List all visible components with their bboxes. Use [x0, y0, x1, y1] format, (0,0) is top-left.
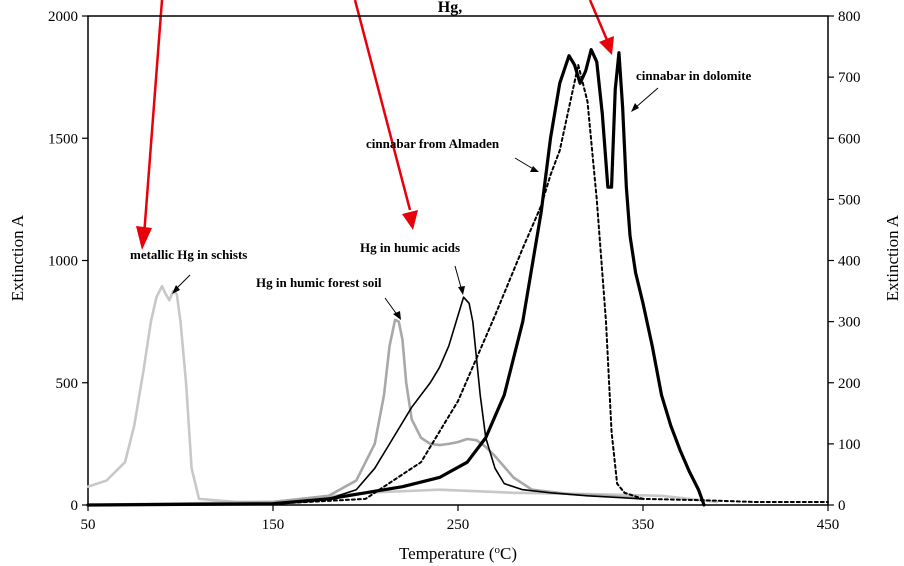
red-arrow-3 — [588, 0, 609, 41]
y-right-tick-label: 400 — [838, 254, 861, 270]
y-right-tick-label: 0 — [838, 498, 846, 514]
red-arrowhead-1 — [136, 226, 152, 250]
y-axis-right-title: Extinction A — [883, 214, 902, 301]
y-left-tick-label: 500 — [56, 376, 79, 392]
annotation-metallic: metallic Hg in schists — [130, 247, 247, 262]
y-right-tick-label: 600 — [838, 131, 861, 147]
x-tick-label: 350 — [632, 517, 655, 533]
series-line-dolomite — [86, 48, 706, 507]
series-layer — [86, 48, 829, 507]
y-right-tick-label: 500 — [838, 192, 861, 208]
x-axis-title-superscript: o — [495, 544, 501, 556]
annotation-dolomite-arrowhead — [631, 103, 639, 112]
red-arrow-1 — [142, 0, 164, 237]
top-partial-label: Hg, — [438, 0, 462, 16]
y-right-tick-label: 700 — [838, 70, 861, 86]
x-axis-title: Temperature (oC) — [399, 544, 517, 563]
x-axis: 50 150 250 350 450 — [81, 505, 840, 533]
y-left-tick-label: 0 — [71, 498, 79, 514]
y-axis-left-title: Extinction A — [8, 214, 27, 301]
series-line-forest_soil — [86, 318, 645, 507]
y-left-tick-label: 1000 — [48, 254, 78, 270]
x-axis-title-end: C) — [500, 544, 517, 563]
red-arrowhead-3 — [599, 36, 614, 55]
y-right-tick-label: 100 — [838, 437, 861, 453]
red-arrows — [136, 0, 614, 250]
series-line-metallic — [86, 284, 719, 504]
series-line-humic_acids — [87, 296, 644, 506]
annotation-forest-soil-arrowhead — [393, 311, 401, 320]
y-axis-right: 0 100 200 300 400 500 600 700 800 — [828, 9, 861, 514]
annotation-almaden-arrowhead — [530, 166, 539, 172]
y-right-tick-label: 300 — [838, 315, 861, 331]
annotations: metallic Hg in schists Hg in humic fores… — [130, 68, 752, 320]
annotation-dolomite-pointer — [634, 87, 659, 109]
annotation-dolomite: cinnabar in dolomite — [636, 68, 752, 83]
y-right-tick-label: 800 — [838, 9, 861, 25]
annotation-almaden: cinnabar from Almaden — [366, 136, 500, 151]
red-arrow-2 — [353, 0, 412, 211]
annotation-almaden-pointer — [514, 157, 536, 171]
y-axis-left: 0 500 1000 1500 2000 — [48, 9, 88, 514]
y-right-tick-label: 200 — [838, 376, 861, 392]
series-line-almaden — [87, 63, 829, 506]
annotation-humic-acids: Hg in humic acids — [360, 240, 460, 255]
annotation-metallic-arrowhead — [172, 285, 180, 294]
y-left-tick-label: 2000 — [48, 9, 78, 25]
x-tick-label: 50 — [81, 517, 96, 533]
annotation-humic-acids-arrowhead — [458, 286, 465, 295]
annotation-forest-soil: Hg in humic forest soil — [256, 275, 382, 290]
x-tick-label: 250 — [447, 517, 470, 533]
x-tick-label: 450 — [817, 517, 840, 533]
y-left-tick-label: 1500 — [48, 131, 78, 147]
x-tick-label: 150 — [262, 517, 285, 533]
red-arrowhead-2 — [402, 210, 418, 230]
